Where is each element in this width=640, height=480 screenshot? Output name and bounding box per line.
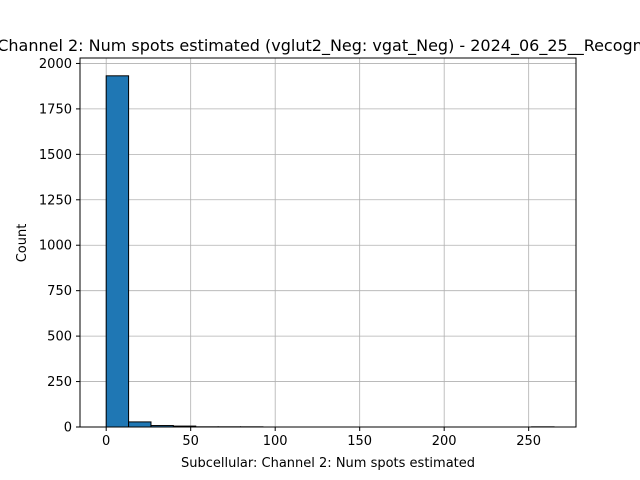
x-tick-label: 50 xyxy=(182,434,199,449)
x-tick-label: 100 xyxy=(263,434,288,449)
chart-title: Channel 2: Num spots estimated (vglut2_N… xyxy=(0,36,640,56)
plot-frame xyxy=(79,57,577,428)
y-tick-label: 250 xyxy=(47,375,72,390)
y-tick-label: 1500 xyxy=(39,148,72,163)
y-tick-label: 500 xyxy=(47,330,72,345)
histogram-bar xyxy=(105,75,130,428)
x-tick-label: 0 xyxy=(102,434,110,449)
x-axis-label: Subcellular: Channel 2: Num spots estima… xyxy=(181,456,475,471)
grid-lines xyxy=(80,58,576,428)
y-tick-label: 1250 xyxy=(39,193,72,208)
y-tick-label: 1750 xyxy=(39,102,72,117)
y-tick-label: 750 xyxy=(47,284,72,299)
y-axis-label: Count xyxy=(15,224,30,263)
axes-frame xyxy=(79,57,577,428)
x-tick-label: 200 xyxy=(432,434,457,449)
y-tick-label: 0 xyxy=(64,421,72,436)
x-tick-label: 250 xyxy=(516,434,541,449)
histogram-bar xyxy=(128,421,152,428)
x-tick-label: 150 xyxy=(347,434,372,449)
y-tick-label: 2000 xyxy=(39,57,72,72)
y-tick-label: 1000 xyxy=(39,239,72,254)
axis-ticks: 0 50 100 150 200 250 0 250 500 750 1000 1250 1500 175… xyxy=(39,57,541,449)
histogram-bars xyxy=(105,75,555,428)
